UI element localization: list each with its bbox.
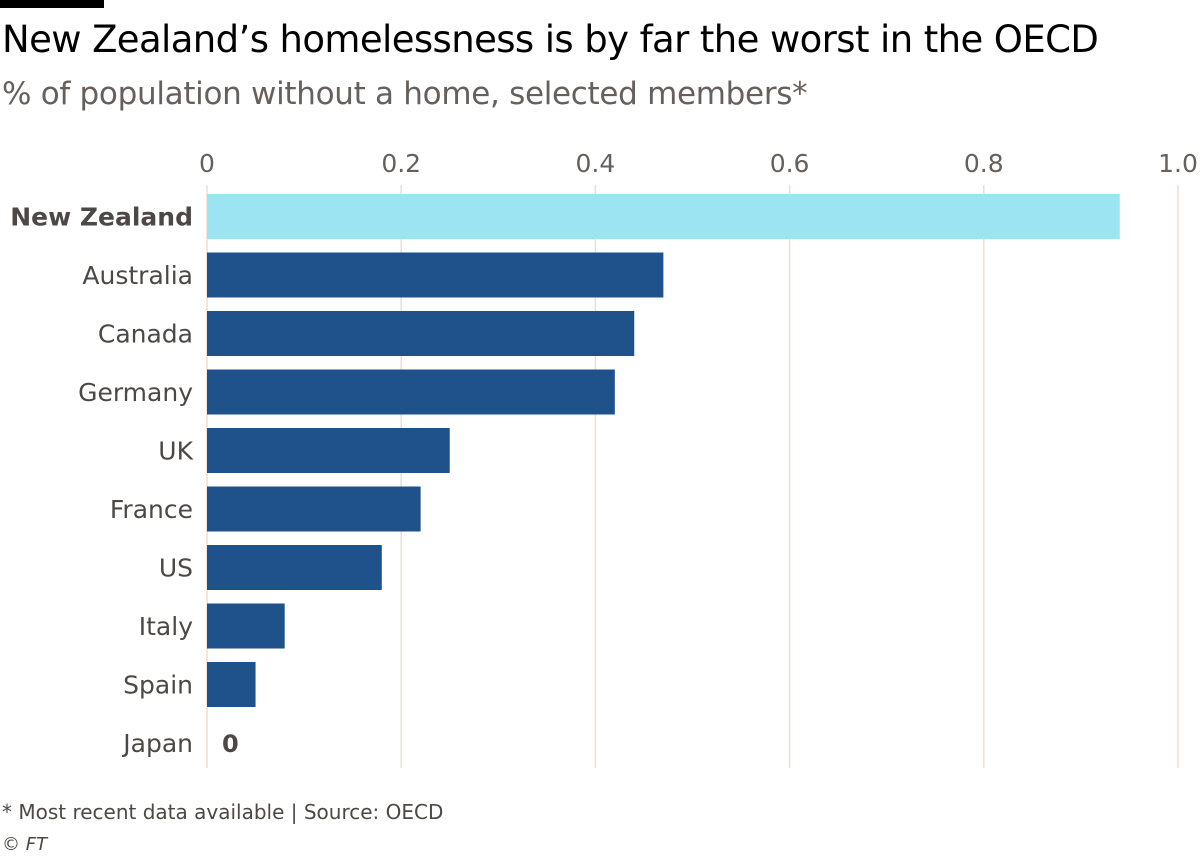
- category-label: Spain: [123, 671, 193, 700]
- category-label: US: [159, 554, 193, 583]
- x-tick-label: 0: [199, 149, 215, 178]
- x-tick-label: 1.0: [1158, 149, 1198, 178]
- top-rule: [0, 0, 104, 8]
- category-label: Germany: [78, 378, 193, 407]
- bar: [207, 252, 664, 298]
- chart-subtitle: % of population without a home, selected…: [2, 76, 808, 112]
- bar: [207, 369, 615, 415]
- bar: [207, 662, 256, 707]
- category-label: UK: [158, 437, 193, 466]
- chart-title: New Zealand’s homelessness is by far the…: [2, 18, 1099, 61]
- x-tick-label: 0.4: [576, 149, 616, 178]
- bar: [207, 603, 285, 649]
- copyright: © FT: [2, 834, 48, 855]
- x-tick-label: 0.8: [964, 149, 1004, 178]
- x-tick-label: 0.2: [381, 149, 421, 178]
- data-label: 0: [222, 730, 239, 758]
- category-label: France: [110, 495, 193, 524]
- category-label: Canada: [98, 320, 193, 349]
- bar-chart: 0 0.2 0.4 0.6 0.8 1.0 New Zealand Australia Cana…: [10, 149, 1198, 768]
- category-label: New Zealand: [10, 203, 193, 232]
- bar: [207, 545, 382, 590]
- category-label: Australia: [82, 261, 193, 290]
- bar: [207, 486, 421, 532]
- x-tick-label: 0.6: [770, 149, 810, 178]
- bar: [207, 311, 635, 356]
- category-label: Japan: [121, 729, 193, 758]
- category-label: Italy: [139, 612, 193, 641]
- bar: [207, 194, 1120, 239]
- source-note: * Most recent data available | Source: O…: [2, 800, 444, 824]
- bar: [207, 428, 450, 473]
